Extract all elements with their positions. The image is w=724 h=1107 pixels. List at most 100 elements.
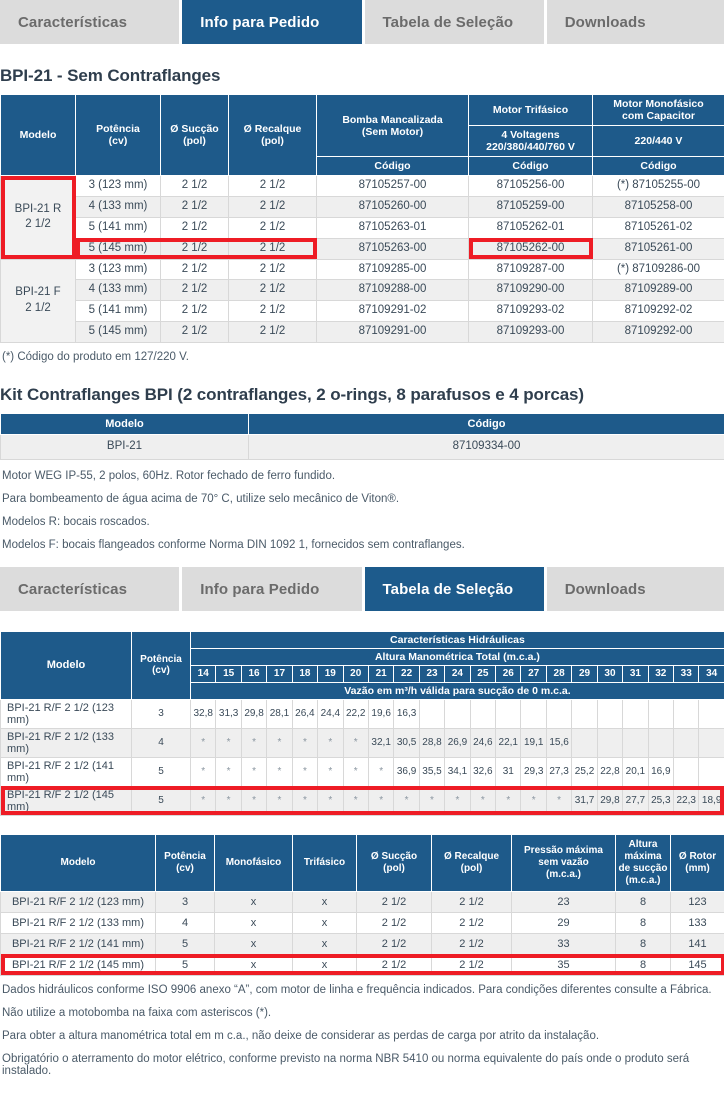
col-kit-codigo: Código [248,412,724,436]
col-bomba-mancalizada: Bomba Mancalizada (Sem Motor) [316,93,469,158]
cell-trifasico: 87109290-00 [468,279,593,302]
model-line2: 2 1/2 [25,301,51,314]
tab-label: Downloads [564,580,646,598]
cell-bomba: 87109288-00 [316,279,469,302]
cell-trifasico: 87109287-00 [468,258,593,281]
cell-spec-mono: x [214,890,293,913]
col-spec-recalque: Ø Recalque (pol) [431,833,512,892]
cell-recalque: 2 1/2 [228,279,317,302]
cell-vazao-20: * [342,756,369,787]
tab2-info-para-pedido[interactable]: Info para Pedido [182,567,362,612]
cell-spec-potencia: 5 [155,932,215,955]
model-line1: BPI-21 F [15,286,61,299]
cell-vazao-24: 26,9 [444,727,471,758]
cell-succao: 2 1/2 [160,279,229,302]
col-sel-potencia-line2: (cv) [152,665,170,677]
col-tick-29: 29 [571,665,598,683]
cell-potencia: 5 (145 mm) [75,320,161,343]
cell-bomba: 87109285-00 [316,258,469,281]
cell-vazao-28: 15,6 [545,727,573,758]
col-spec-altura-m-xima: Altura máxima de sucção (m.c.a.) [615,833,671,892]
col-tick-17: 17 [266,665,293,683]
cell-vazao-17: * [266,727,293,758]
kit-note-4: Modelos F: bocais flangeados conforme No… [2,539,465,552]
cell-vazao-26: 22,1 [495,727,522,758]
cell-vazao-27: * [520,785,547,816]
cell-sel-potencia: 4 [131,727,191,758]
cell-vazao-27: 19,1 [520,727,547,758]
cell-spec-modelo: BPI-21 R/F 2 1/2 (145 mm) [0,953,156,976]
cell-trifasico: 87105259-00 [468,196,593,218]
col-tick-31: 31 [622,665,649,683]
cell-spec-succao: 2 1/2 [356,911,432,934]
cell-bomba: 87105263-00 [316,237,469,260]
tab2-caracteristicas[interactable]: Características [0,567,180,612]
tab-downloads[interactable]: Downloads [546,0,724,44]
col-tick-34: 34 [698,665,724,683]
col-voltagens-line1: 4 Voltagens [501,129,560,142]
cell-vazao-23: * [418,785,446,816]
cell-spec-succao: 2 1/2 [356,932,432,955]
table-row: 5 (141 mm) 2 1/2 2 1/2 87105263-01 87105… [1,216,724,239]
cell-vazao-32: 25,3 [647,785,675,816]
cell-vazao-30: 22,8 [596,756,624,787]
model-cell-bpi21f: BPI-21 F 2 1/2 [0,258,76,343]
col-succao: Ø Sucção (pol) [160,93,229,177]
cell-spec-tri: x [292,890,357,913]
cell-spec-altura: 8 [615,890,671,913]
kit-note-3: Modelos R: bocais roscados. [2,516,150,529]
spec-note-3: Para obter a altura manométrica total em… [2,1029,600,1042]
cell-vazao-18: * [291,727,319,758]
cell-vazao-28 [545,698,573,729]
cell-vazao-33 [673,756,700,787]
cell-vazao-31: 20,1 [622,756,649,787]
cell-vazao-31: 27,7 [622,785,649,816]
kit-section-title: Kit Contraflanges BPI (2 contraflanges, … [0,384,584,404]
cell-potencia: 4 (133 mm) [75,279,161,302]
cell-vazao-25: * [469,785,497,816]
cell-monofasico: 87109292-02 [592,300,724,322]
cell-sel-modelo: BPI-21 R/F 2 1/2 (145 mm) [0,785,132,816]
col-tick-22: 22 [393,665,420,683]
tab-caracteristicas[interactable]: Características [0,0,180,44]
tab-info-para-pedido[interactable]: Info para Pedido [182,0,362,44]
kit-note-2: Para bombeamento de água acima de 70° C,… [2,493,400,506]
col-succao-line1: Ø Sucção [170,123,219,136]
cell-vazao-18: * [291,756,319,787]
tab2-downloads[interactable]: Downloads [546,567,724,612]
table-row: BPI-21 R/F 2 1/2 (123 mm) 3 x x 2 1/2 2 1/2 23… [0,890,724,913]
cell-spec-mono: x [214,911,293,934]
order-table: Modelo Potência (cv) Ø Sucção (pol) Ø Re… [0,93,724,343]
col-tick-24: 24 [444,665,471,683]
table-row-highlighted: BPI-21 R/F 2 1/2 (145 mm) 5 * * * * * * * * * * * * * *… [0,785,724,816]
order-header-row-1: Modelo Potência (cv) Ø Sucção (pol) Ø Re… [0,93,724,177]
col-tick-20: 20 [342,665,369,683]
cell-vazao-22: 16,3 [393,698,420,729]
cell-vazao-32: 16,9 [647,756,675,787]
selection-header-row-4: Vazão em m³/h válida para sucção de 0 m.… [1,681,724,700]
col-tick-16: 16 [240,665,268,683]
cell-vazao-19: 24,4 [317,698,344,729]
cell-spec-tri: x [292,953,357,976]
cell-potencia: 5 (141 mm) [75,300,161,322]
col-voltagens-line2: 220/380/440/760 V [486,141,575,154]
tab-tabela-de-selecao[interactable]: Tabela de Seleção [364,0,544,44]
cell-vazao-15: 31,3 [215,698,242,729]
table-row: BPI-21 87109334-00 [0,434,724,461]
cell-spec-recalque: 2 1/2 [431,953,512,976]
col-recalque-line1: Ø Recalque [243,123,302,136]
cell-vazao-29: 25,2 [571,756,598,787]
cell-vazao-20: * [342,727,369,758]
cell-spec-altura: 8 [615,911,671,934]
cell-spec-recalque: 2 1/2 [431,932,512,955]
col-bomba-line2: (Sem Motor) [361,125,424,138]
kit-note-1: Motor WEG IP-55, 2 polos, 60Hz. Rotor fe… [2,470,336,483]
tab2-tabela-de-selecao[interactable]: Tabela de Seleção [364,567,544,612]
cell-vazao-25: 24,6 [469,727,497,758]
tab-label: Características [18,580,128,598]
table-row-highlighted: BPI-21 R/F 2 1/2 (145 mm) 5 x x 2 1/2 2 1/2 35… [0,953,724,976]
cell-vazao-25: 32,6 [469,756,497,787]
selection-header-row-1: Modelo Potência (cv) Características Hid… [0,631,724,700]
cell-vazao-16: * [240,756,268,787]
